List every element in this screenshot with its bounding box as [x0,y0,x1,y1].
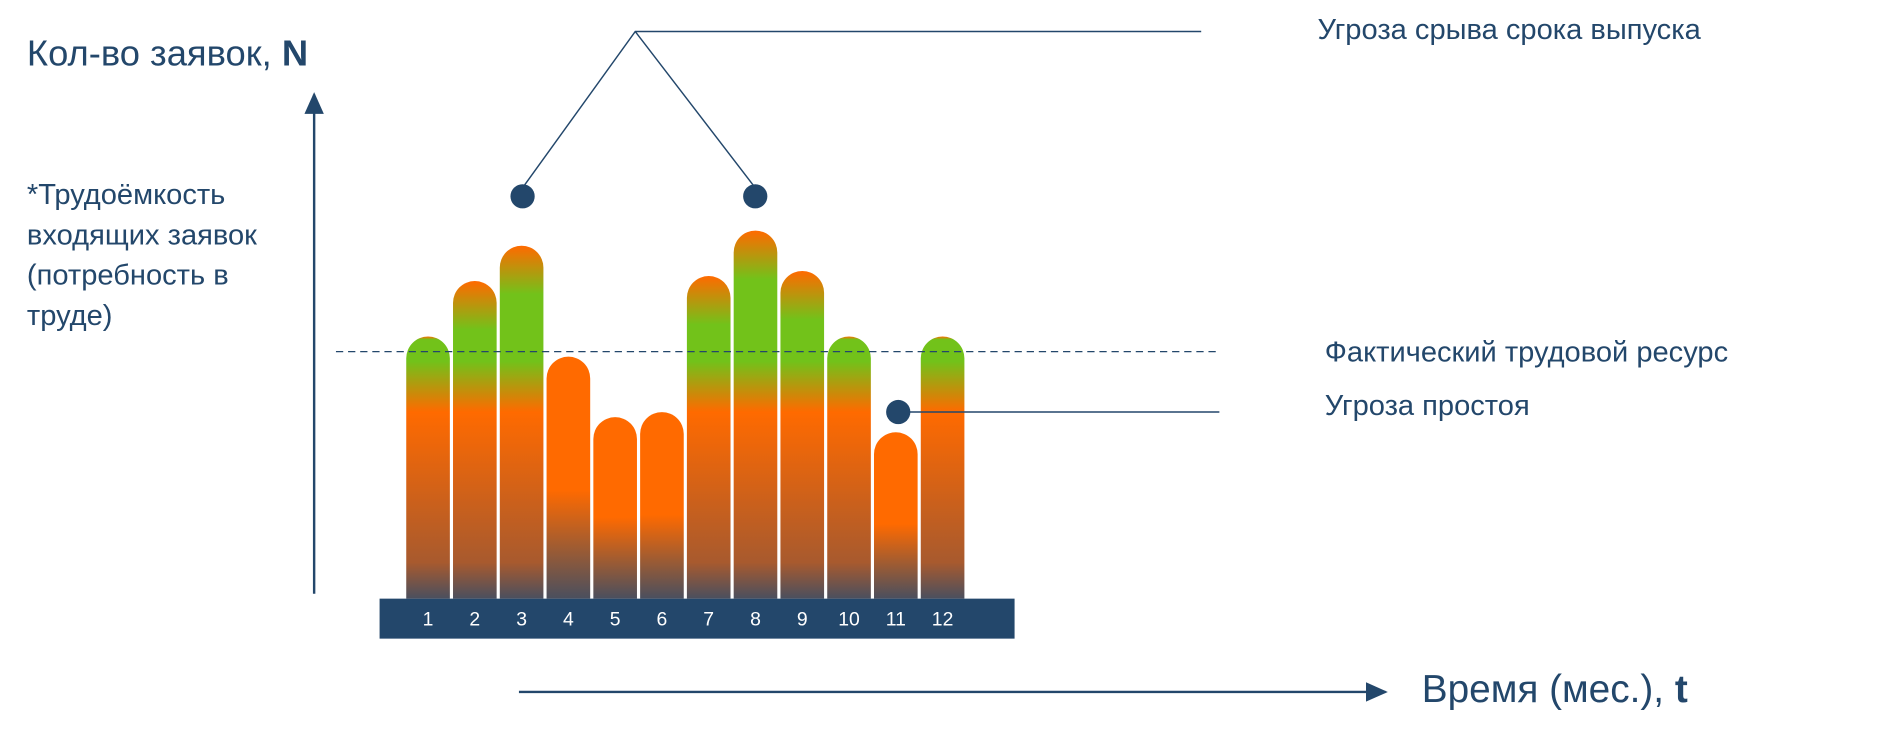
x-tick-label: 2 [469,609,480,631]
x-tick-label: 5 [610,609,621,631]
x-tick-label: 7 [703,609,714,631]
category-strip [379,598,1015,639]
x-tick-label: 11 [886,609,906,631]
note-line: (потребность в [27,260,229,292]
overload-annotation: Угроза срыва срока выпуска [1318,14,1702,46]
x-label-text: Время (мес.), [1422,668,1664,711]
x-tick-label: 3 [516,609,527,631]
resource-label: Фактический трудовой ресурс [1325,337,1728,369]
x-tick-label: 10 [838,609,860,631]
x-tick-label: 12 [932,609,954,631]
bar [453,281,497,599]
idle-annotation: Угроза простоя [1325,390,1530,422]
y-label-symbol: N [282,32,308,73]
bar [640,412,684,599]
y-axis-label: Кол-во заявок, N [27,32,308,73]
bar [920,336,965,599]
x-tick-label: 4 [563,609,574,631]
note-line: *Трудоёмкость [27,179,225,211]
note-line: входящих заявок [27,219,257,251]
note-line: труде) [27,300,113,332]
bar [406,336,450,599]
x-tick-label: 8 [750,609,761,631]
bar [593,417,637,599]
x-tick-label: 1 [423,609,434,631]
y-label-text: Кол-во заявок, [27,32,272,73]
idle-dot [886,399,911,425]
bar [874,432,918,599]
bar [827,336,871,599]
overload-dot [743,184,768,209]
x-tick-label: 6 [657,609,668,631]
bar [546,356,591,599]
bar [686,276,731,599]
bar [780,270,825,599]
x-tick-label: 9 [797,609,808,631]
overload-dot [510,184,535,209]
x-axis-label: Время (мес.), t [1422,668,1688,711]
x-label-symbol: t [1675,668,1688,711]
overload-callout [521,30,1202,189]
bar [733,230,778,599]
bar [499,245,544,599]
